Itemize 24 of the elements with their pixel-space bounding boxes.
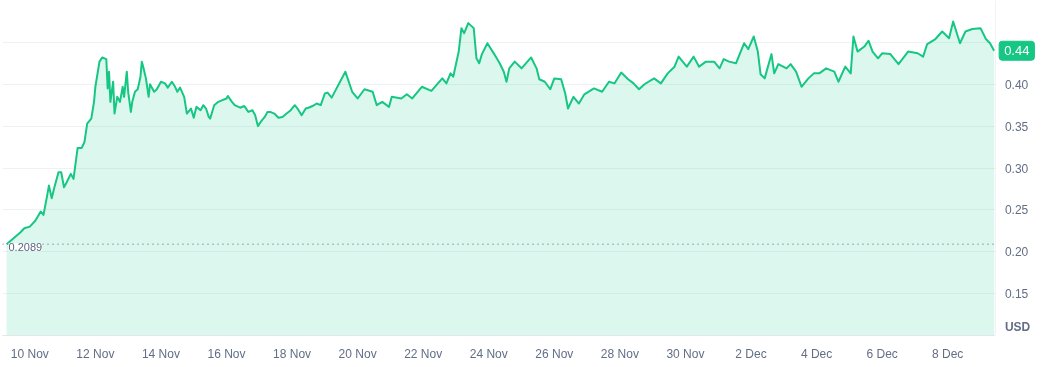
x-tick-label: 30 Nov: [666, 346, 705, 361]
x-tick-label: 28 Nov: [600, 346, 639, 361]
ref-line-label: 0.2089: [8, 241, 43, 254]
x-tick-label: 2 Dec: [735, 346, 767, 361]
x-tick-label: 4 Dec: [800, 346, 833, 361]
x-tick-label: 24 Nov: [469, 346, 508, 361]
y-tick-label: 0.20: [1004, 245, 1029, 260]
y-tick-label: 0.35: [1004, 119, 1029, 134]
annotation: 0.44: [1004, 43, 1030, 59]
x-tick-label: 10 Nov: [10, 346, 49, 361]
y-tick-label: 0.30: [1004, 161, 1029, 176]
x-tick-label: 20 Nov: [338, 346, 377, 361]
x-tick-label: 14 Nov: [141, 346, 180, 361]
y-tick-label: 0.25: [1004, 203, 1029, 218]
x-tick-label: 26 Nov: [535, 346, 574, 361]
x-tick-label: 18 Nov: [273, 346, 312, 361]
y-tick-label: 0.40: [1004, 77, 1029, 92]
x-tick-label: 6 Dec: [866, 346, 898, 361]
x-tick-label: 22 Nov: [404, 346, 443, 361]
text: USD: [1004, 319, 1031, 334]
x-tick-label: 12 Nov: [76, 346, 115, 361]
y-tick-label: 0.15: [1004, 287, 1029, 302]
x-tick-label: 8 Dec: [932, 346, 964, 361]
x-tick-label: 16 Nov: [207, 346, 246, 361]
